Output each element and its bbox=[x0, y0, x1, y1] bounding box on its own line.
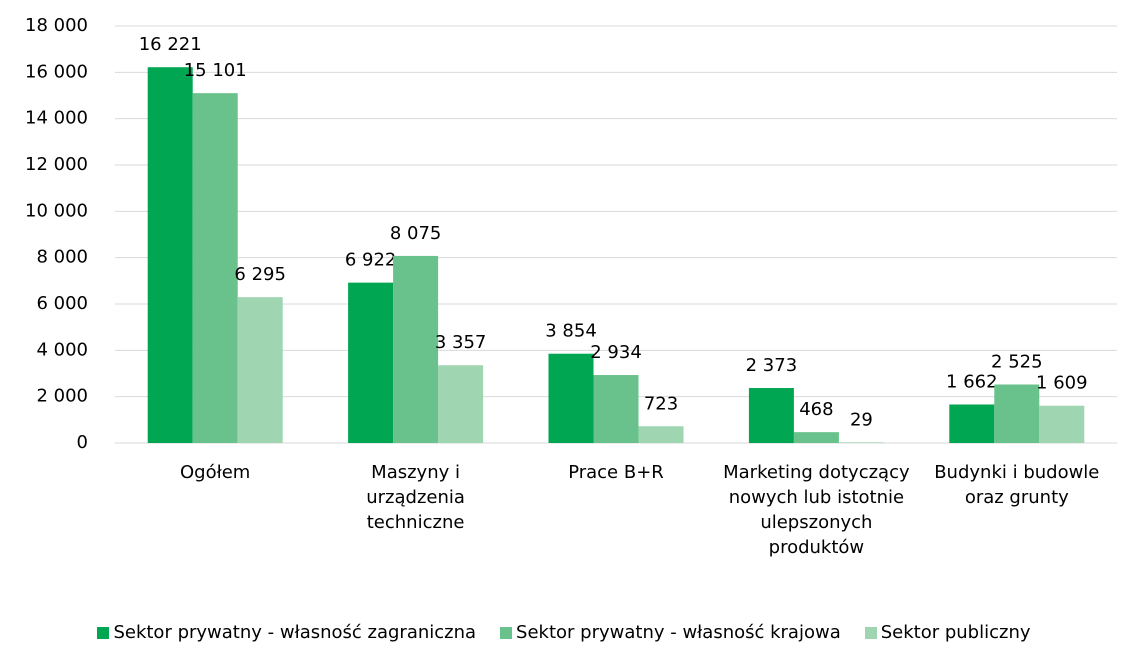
data-label: 6 295 bbox=[234, 264, 286, 285]
x-tick-label: Prace B+R bbox=[568, 462, 664, 483]
bar bbox=[593, 375, 639, 443]
bar bbox=[438, 365, 484, 443]
legend-label: Sektor prywatny - własność krajowa bbox=[516, 622, 841, 643]
bar bbox=[393, 255, 439, 443]
legend-label: Sektor publiczny bbox=[880, 622, 1031, 643]
data-label: 29 bbox=[850, 409, 873, 430]
bar bbox=[748, 388, 794, 443]
legend-item: Sektor prywatny - własność krajowa bbox=[500, 622, 841, 643]
data-label: 468 bbox=[799, 399, 833, 420]
y-tick-label: 14 000 bbox=[25, 108, 88, 129]
data-label: 15 101 bbox=[184, 60, 247, 81]
y-tick-label: 2 000 bbox=[36, 386, 88, 407]
bar bbox=[994, 384, 1040, 443]
y-tick-label: 0 bbox=[77, 432, 88, 453]
x-tick-label: Ogółem bbox=[180, 462, 251, 483]
x-tick-label: Budynki i budowle oraz grunty bbox=[934, 462, 1100, 508]
bar bbox=[838, 442, 884, 443]
legend-swatch bbox=[97, 626, 110, 639]
y-tick-label: 6 000 bbox=[36, 293, 88, 314]
x-tick-label: Marketing dotyczący nowych lub istotnie … bbox=[723, 462, 910, 558]
y-tick-label: 18 000 bbox=[25, 15, 88, 36]
legend-label: Sektor prywatny - własność zagraniczna bbox=[113, 622, 477, 643]
bar bbox=[147, 67, 193, 443]
bar bbox=[237, 297, 283, 443]
data-label: 6 922 bbox=[345, 250, 397, 271]
data-label: 16 221 bbox=[139, 34, 202, 55]
y-tick-label: 8 000 bbox=[36, 247, 88, 268]
bar bbox=[192, 93, 238, 444]
y-tick-label: 12 000 bbox=[25, 154, 88, 175]
bar bbox=[793, 432, 839, 443]
data-label: 723 bbox=[644, 393, 678, 414]
y-tick-label: 10 000 bbox=[25, 200, 88, 221]
x-tick-label: Maszyny i urządzenia techniczne bbox=[366, 462, 465, 533]
y-tick-label: 4 000 bbox=[36, 339, 88, 360]
legend: Sektor prywatny - własność zagraniczna Se… bbox=[0, 622, 1128, 643]
legend-swatch bbox=[864, 626, 877, 639]
y-tick-label: 16 000 bbox=[25, 61, 88, 82]
data-label: 1 609 bbox=[1036, 373, 1088, 394]
bar bbox=[1039, 405, 1085, 443]
data-label: 1 662 bbox=[946, 371, 998, 392]
bar bbox=[638, 426, 684, 443]
legend-swatch bbox=[500, 626, 513, 639]
bar bbox=[348, 282, 394, 443]
data-label: 3 357 bbox=[435, 332, 487, 353]
data-label: 2 373 bbox=[746, 355, 798, 376]
data-label: 8 075 bbox=[390, 223, 442, 244]
bar bbox=[548, 353, 594, 443]
bar bbox=[949, 404, 995, 443]
data-label: 3 854 bbox=[545, 321, 597, 342]
data-label: 2 525 bbox=[991, 352, 1043, 373]
legend-item: Sektor prywatny - własność zagraniczna bbox=[97, 622, 476, 643]
legend-item: Sektor publiczny bbox=[864, 622, 1031, 643]
data-label: 2 934 bbox=[590, 342, 642, 363]
